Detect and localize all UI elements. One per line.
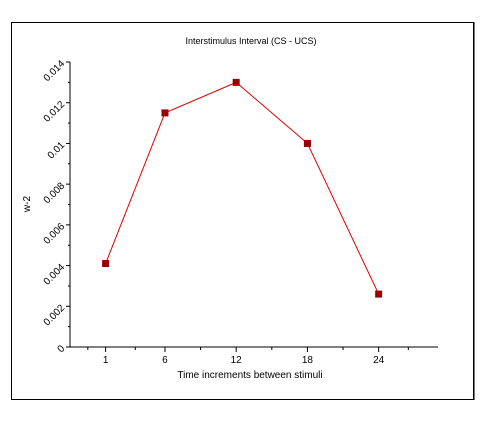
y-tick-label: 0.002 bbox=[42, 302, 68, 328]
data-point-marker bbox=[303, 139, 311, 147]
y-tick-label: 0.014 bbox=[42, 58, 68, 84]
y-tick-label: 0.006 bbox=[42, 221, 68, 247]
x-tick-label: 12 bbox=[231, 355, 243, 366]
y-tick-label: 0.012 bbox=[42, 99, 68, 125]
x-tick-label: 6 bbox=[162, 355, 168, 366]
tick-marks: 0 0.002 0.004 0.006 0.008 0.01 0.012 0.014 1 6 12 1… bbox=[42, 58, 409, 366]
chart-frame bbox=[11, 22, 474, 400]
y-tick-label: 0.004 bbox=[42, 262, 68, 288]
x-tick-label: 18 bbox=[302, 355, 314, 366]
x-tick-label: 1 bbox=[103, 355, 109, 366]
data-point-marker bbox=[375, 290, 383, 298]
x-tick-label: 24 bbox=[373, 355, 385, 366]
chart-title: Interstimulus Interval (CS - UCS) bbox=[185, 36, 316, 46]
y-tick-label: 0.01 bbox=[46, 140, 68, 162]
y-tick-label: 0.008 bbox=[42, 180, 68, 206]
series-line bbox=[105, 81, 380, 295]
axes bbox=[69, 62, 438, 348]
data-point-marker bbox=[161, 109, 169, 117]
data-point-marker bbox=[232, 78, 240, 86]
y-tick-label: 0 bbox=[56, 343, 68, 355]
chart-frame-shadow bbox=[474, 22, 475, 400]
y-axis-label: w-2 bbox=[22, 196, 33, 214]
x-axis-label: Time increments between stimuli bbox=[177, 370, 322, 381]
data-point-marker bbox=[102, 260, 110, 268]
series-group bbox=[102, 78, 383, 298]
